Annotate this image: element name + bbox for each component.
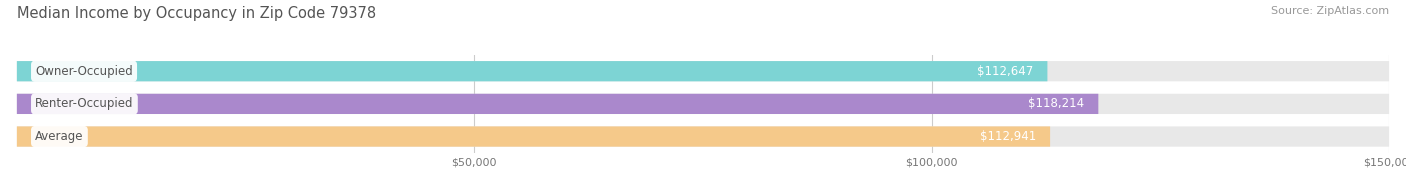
FancyBboxPatch shape	[17, 94, 1098, 114]
Text: Renter-Occupied: Renter-Occupied	[35, 97, 134, 110]
Text: $112,647: $112,647	[977, 65, 1033, 78]
Text: Owner-Occupied: Owner-Occupied	[35, 65, 134, 78]
FancyBboxPatch shape	[17, 94, 1389, 114]
Text: Source: ZipAtlas.com: Source: ZipAtlas.com	[1271, 6, 1389, 16]
FancyBboxPatch shape	[17, 126, 1389, 147]
Text: $118,214: $118,214	[1029, 97, 1084, 110]
Text: $112,941: $112,941	[980, 130, 1036, 143]
FancyBboxPatch shape	[17, 61, 1389, 81]
FancyBboxPatch shape	[17, 61, 1047, 81]
Text: Average: Average	[35, 130, 84, 143]
Text: Median Income by Occupancy in Zip Code 79378: Median Income by Occupancy in Zip Code 7…	[17, 6, 375, 21]
FancyBboxPatch shape	[17, 126, 1050, 147]
